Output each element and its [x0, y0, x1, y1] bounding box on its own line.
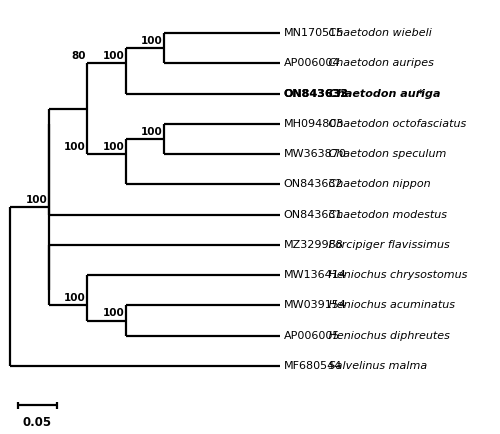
- Text: Chaetodon nippon: Chaetodon nippon: [326, 179, 431, 189]
- Text: Chaetodon auripes: Chaetodon auripes: [326, 58, 434, 68]
- Text: Heniochus chrysostomus: Heniochus chrysostomus: [326, 270, 468, 280]
- Text: 100: 100: [64, 293, 86, 303]
- Text: Salvelinus malma: Salvelinus malma: [326, 361, 428, 371]
- Text: MW039154: MW039154: [284, 300, 346, 310]
- Text: AP006004: AP006004: [284, 58, 340, 68]
- Text: ON843631: ON843631: [284, 210, 343, 220]
- Text: 100: 100: [141, 127, 163, 137]
- Text: Heniochus diphreutes: Heniochus diphreutes: [326, 331, 450, 341]
- Text: 100: 100: [26, 195, 48, 205]
- Text: Chaetodon octofasciatus: Chaetodon octofasciatus: [326, 119, 466, 129]
- Text: 100: 100: [64, 142, 86, 152]
- Text: Chaetodon speculum: Chaetodon speculum: [326, 149, 447, 159]
- Text: ON843633 Chaetodon auriga: ON843633 Chaetodon auriga: [284, 89, 465, 99]
- Text: ON843633: ON843633: [284, 89, 348, 99]
- Text: MW136414: MW136414: [284, 270, 346, 280]
- Text: MW363870: MW363870: [284, 149, 346, 159]
- Text: MZ329988: MZ329988: [284, 240, 344, 250]
- Text: Chaetodon auriga: Chaetodon auriga: [326, 89, 441, 99]
- Text: AP006005: AP006005: [284, 331, 340, 341]
- Text: Chaetodon modestus: Chaetodon modestus: [326, 210, 448, 220]
- Text: Forcipiger flavissimus: Forcipiger flavissimus: [326, 240, 450, 250]
- Text: 100: 100: [102, 142, 124, 152]
- Text: 80: 80: [72, 51, 86, 61]
- Text: ON843632: ON843632: [284, 179, 343, 189]
- Text: 100: 100: [141, 36, 163, 46]
- Text: *: *: [414, 89, 424, 99]
- Text: MN170515: MN170515: [284, 28, 344, 38]
- Text: Chaetodon wiebeli: Chaetodon wiebeli: [326, 28, 432, 38]
- Text: 0.05: 0.05: [23, 416, 52, 429]
- Text: ON843633: ON843633: [284, 89, 348, 99]
- Text: MH094803: MH094803: [284, 119, 344, 129]
- Text: MF680544: MF680544: [284, 361, 342, 371]
- Text: Heniochus acuminatus: Heniochus acuminatus: [326, 300, 456, 310]
- Text: 100: 100: [102, 308, 124, 318]
- Text: 100: 100: [102, 51, 124, 61]
